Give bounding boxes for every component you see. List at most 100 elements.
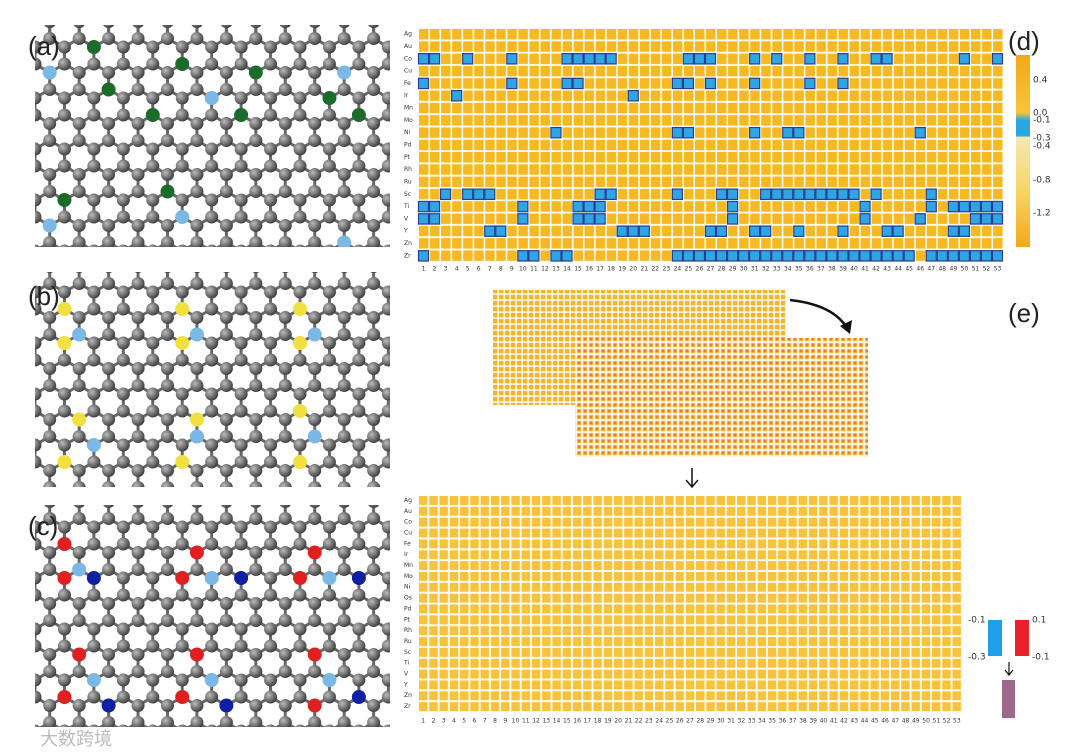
blue-cell xyxy=(881,53,893,65)
atom xyxy=(367,185,381,198)
bond xyxy=(64,13,79,22)
bond xyxy=(300,493,315,502)
atom xyxy=(57,537,72,551)
atom xyxy=(337,277,351,290)
atom xyxy=(102,413,116,426)
atom xyxy=(161,362,175,375)
atom xyxy=(131,716,145,727)
atom xyxy=(35,302,42,316)
atom xyxy=(322,57,336,71)
bond xyxy=(374,748,389,756)
atom xyxy=(57,690,72,704)
col-label: 16 xyxy=(585,266,593,273)
blue-cell xyxy=(682,53,695,65)
atom xyxy=(324,724,335,727)
bond xyxy=(0,115,6,124)
blue-cell xyxy=(506,77,518,90)
atom xyxy=(322,159,336,173)
col-label: 23 xyxy=(645,718,653,725)
row-label: Pt xyxy=(404,154,411,161)
atom xyxy=(278,481,292,487)
bond xyxy=(35,392,36,394)
bond xyxy=(433,468,448,477)
atom xyxy=(29,262,42,275)
atom xyxy=(14,546,27,559)
colorbar-tick: -0.1 xyxy=(1033,116,1051,126)
atom xyxy=(293,336,308,350)
bond xyxy=(285,748,300,756)
atom xyxy=(205,622,219,636)
atom xyxy=(249,464,263,477)
atom xyxy=(87,588,101,602)
row-label: Ti xyxy=(403,660,409,667)
atom xyxy=(43,597,57,610)
atom xyxy=(278,32,292,45)
atom xyxy=(249,311,263,324)
atom xyxy=(293,302,308,316)
blue-cell xyxy=(881,225,893,237)
atom xyxy=(0,41,12,54)
atom xyxy=(0,7,12,20)
atom xyxy=(367,117,381,130)
atom xyxy=(293,588,307,602)
atom xyxy=(0,640,12,653)
row-label: Ru xyxy=(404,178,412,185)
bond xyxy=(387,542,390,547)
bond xyxy=(403,748,418,756)
bond xyxy=(64,493,79,502)
atom xyxy=(441,405,454,418)
atom xyxy=(323,507,336,520)
atom xyxy=(14,665,27,678)
atom xyxy=(146,639,160,653)
atom xyxy=(397,750,410,756)
atom xyxy=(234,622,248,636)
atom xyxy=(14,464,27,477)
atom xyxy=(381,404,390,418)
atom xyxy=(322,387,336,401)
blue-cell xyxy=(760,225,772,237)
atom xyxy=(35,387,42,401)
atom xyxy=(43,665,57,678)
blue-cell xyxy=(428,200,441,213)
blue-cell xyxy=(605,188,617,201)
blue-cell xyxy=(726,200,739,213)
atom xyxy=(14,614,27,627)
atom xyxy=(190,481,204,487)
atom xyxy=(87,91,101,105)
blue-cell xyxy=(804,250,816,262)
atom xyxy=(204,673,219,687)
atom xyxy=(426,430,439,443)
atom xyxy=(264,438,278,452)
blue-cell xyxy=(583,213,595,225)
col-label: 16 xyxy=(573,718,581,725)
atom xyxy=(219,311,233,324)
atom xyxy=(219,185,233,198)
bond xyxy=(373,486,376,487)
atom xyxy=(323,262,336,275)
atom xyxy=(293,108,307,122)
structure-a xyxy=(0,7,390,275)
atom xyxy=(35,404,42,418)
col-label: 35 xyxy=(768,718,776,725)
blue-cell xyxy=(837,188,849,201)
bond xyxy=(285,493,300,502)
atom xyxy=(249,716,263,727)
atom xyxy=(307,545,322,560)
atom xyxy=(14,185,27,198)
bond xyxy=(6,166,21,175)
atom xyxy=(87,193,101,207)
atom xyxy=(381,673,390,687)
blue-cell xyxy=(991,200,1004,213)
atom xyxy=(57,404,71,418)
col-label: 39 xyxy=(809,718,817,725)
atom xyxy=(29,252,42,265)
colorbar-tick: -0.8 xyxy=(1033,176,1051,186)
atom xyxy=(0,262,12,275)
atom xyxy=(294,742,307,755)
atom xyxy=(72,311,86,324)
atom xyxy=(264,639,278,653)
row-label: Ir xyxy=(404,551,409,558)
atom xyxy=(175,639,189,653)
atom xyxy=(102,716,116,727)
blue-cell xyxy=(980,213,993,225)
